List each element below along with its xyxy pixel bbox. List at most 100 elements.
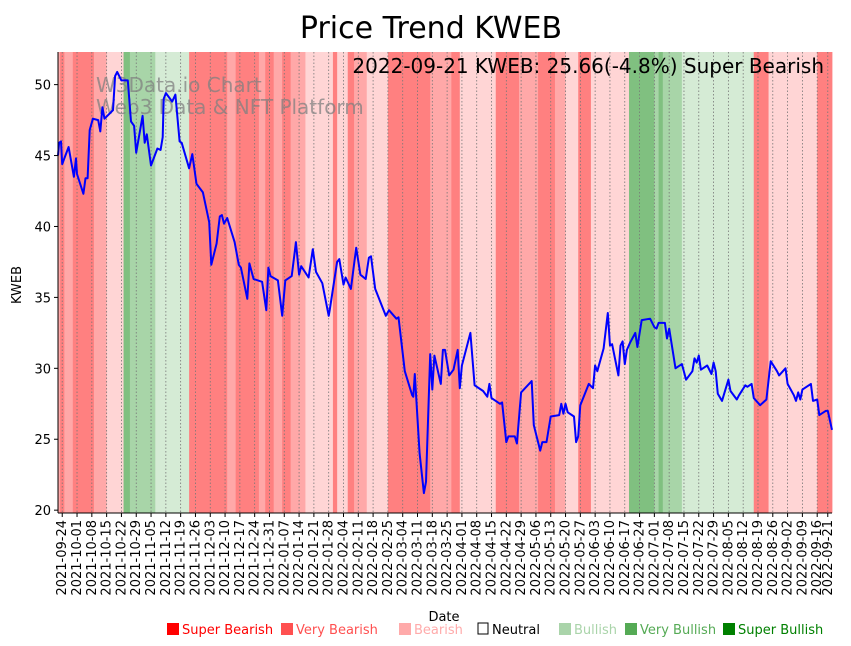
- x-tick-label: 2021-09-24: [55, 520, 70, 596]
- x-tick-label: 2022-03-25: [440, 520, 455, 596]
- sentiment-band-super-bearish: [332, 52, 338, 513]
- x-tick-label: 2021-12-03: [203, 520, 218, 596]
- y-axis-label: KWEB: [10, 266, 25, 304]
- sentiment-band-very-bullish: [654, 52, 659, 513]
- x-tick-label: 2022-05-13: [544, 520, 559, 596]
- x-tick-label: 2021-10-29: [129, 520, 144, 596]
- sentiment-band-super-bearish: [387, 52, 431, 513]
- sentiment-band-super-bearish: [60, 52, 65, 513]
- price-line: [57, 70, 833, 495]
- x-tick-label: 2022-02-18: [366, 520, 381, 596]
- legend-label: Very Bullish: [640, 623, 716, 638]
- sentiment-band-bearish: [459, 52, 497, 513]
- sentiment-band-very-bearish: [58, 52, 61, 513]
- sentiment-band-bearish: [590, 52, 630, 513]
- sentiment-band-super-bearish: [72, 52, 95, 513]
- x-tick-label: 2022-04-15: [485, 520, 500, 596]
- legend-swatch: [559, 623, 571, 635]
- y-tick-label: 50: [34, 79, 51, 94]
- x-tick-label: 2022-02-11: [351, 520, 366, 596]
- sentiment-band-super-bearish: [451, 52, 461, 513]
- legend-item-bearish: Bearish: [399, 623, 463, 638]
- x-tick-label: 2022-09-02: [781, 520, 796, 596]
- y-tick-label: 45: [34, 150, 51, 165]
- x-tick-label: 2021-12-31: [262, 520, 277, 596]
- legend-swatch: [399, 623, 411, 635]
- x-tick-label: 2022-09-21: [821, 520, 836, 596]
- sentiment-band-super-bearish: [578, 52, 592, 513]
- x-tick-label: 2021-12-10: [218, 520, 233, 596]
- sentiment-band-super-bullish: [628, 52, 655, 513]
- x-tick-label: 2021-11-19: [174, 520, 189, 596]
- legend-label: Super Bullish: [738, 623, 823, 638]
- watermark-line-1: W3Data.io Chart: [96, 73, 262, 97]
- sentiment-band-super-bearish: [817, 52, 833, 513]
- legend-swatch: [625, 623, 637, 635]
- sentiment-band-super-bearish: [189, 52, 228, 513]
- x-tick-label: 2022-08-05: [721, 520, 736, 596]
- x-tick-label: 2021-12-24: [248, 520, 263, 596]
- y-tick-label: 40: [34, 220, 51, 235]
- x-tick-label: 2021-11-26: [188, 520, 203, 596]
- sentiment-band-super-bearish: [495, 52, 520, 513]
- x-tick-label: 2021-11-12: [159, 520, 174, 596]
- y-tick-label: 30: [34, 362, 51, 377]
- sentiment-band-bullish: [681, 52, 755, 513]
- legend-item-very-bullish: Very Bullish: [625, 623, 716, 638]
- chart-title: Price Trend KWEB: [300, 11, 562, 46]
- sentiment-band-super-bullish: [123, 52, 131, 513]
- sentiment-band-bearish: [305, 52, 334, 513]
- legend-swatch: [723, 623, 735, 635]
- x-tick-label: 2022-01-14: [292, 520, 307, 596]
- x-tick-label: 2022-04-22: [499, 520, 514, 596]
- sentiment-band-super-bearish: [538, 52, 556, 513]
- legend-label: Bearish: [414, 623, 463, 638]
- legend-label: Bullish: [574, 623, 617, 638]
- y-tick-label: 25: [34, 433, 51, 448]
- x-tick-label: 2022-01-07: [277, 520, 292, 596]
- legend-item-neutral: Neutral: [477, 622, 540, 638]
- x-tick-label: 2021-10-22: [114, 520, 129, 596]
- x-tick-label: 2022-07-22: [692, 520, 707, 596]
- x-tick-label: 2022-09-09: [795, 520, 810, 596]
- x-tick-label: 2022-05-06: [529, 520, 544, 596]
- legend-swatch: [167, 623, 179, 635]
- legend-label: Very Bearish: [296, 623, 378, 638]
- sentiment-band-bullish: [155, 52, 190, 513]
- x-tick-label: 2021-11-05: [144, 520, 159, 596]
- legend-swatch: [477, 622, 489, 635]
- legend-swatch: [281, 623, 293, 635]
- watermark: W3Data.io Chart Web3 Data & NFT Platform: [96, 73, 364, 119]
- chart-annotation: 2022-09-21 KWEB: 25.66(-4.8%) Super Bear…: [352, 54, 824, 78]
- x-tick-label: 2022-08-19: [751, 520, 766, 596]
- x-tick-label: 2022-06-24: [633, 520, 648, 596]
- x-tick-label: 2022-05-20: [559, 520, 574, 596]
- y-tick-label: 20: [34, 504, 51, 519]
- axes: [57, 52, 832, 514]
- sentiment-band-very-bullish: [662, 52, 683, 513]
- x-tick-label: 2022-07-15: [677, 520, 692, 596]
- x-tick-label: 2022-04-08: [470, 520, 485, 596]
- x-tick-label: 2021-10-08: [85, 520, 100, 596]
- sentiment-band-super-bullish: [658, 52, 664, 513]
- legend-item-super-bearish: Super Bearish: [167, 623, 273, 638]
- x-tick-label: 2022-09-16: [810, 520, 825, 596]
- sentiment-band-bearish: [366, 52, 389, 513]
- sentiment-band-bearish: [565, 52, 579, 513]
- x-axis-label: Date: [428, 610, 459, 625]
- x-tick-label: 2022-07-08: [662, 520, 677, 596]
- sentiment-band-bearish: [768, 52, 818, 513]
- watermark-line-2: Web3 Data & NFT Platform: [96, 95, 364, 119]
- legend-item-super-bullish: Super Bullish: [723, 623, 823, 638]
- x-ticks: 2021-09-24 2021-10-01 2021-10-08 2021-10-15…: [55, 513, 836, 596]
- x-tick-label: 2022-06-10: [603, 520, 618, 596]
- sentiment-band-very-bearish: [354, 52, 368, 513]
- sentiment-band-super-bearish: [265, 52, 275, 513]
- legend-item-very-bearish: Very Bearish: [281, 623, 378, 638]
- sentiment-band-very-bearish: [227, 52, 237, 513]
- sentiment-band-super-bearish: [282, 52, 292, 513]
- x-tick-label: 2021-12-17: [233, 520, 248, 596]
- x-tick-label: 2022-03-11: [411, 520, 426, 596]
- x-tick-label: 2022-03-04: [396, 520, 411, 596]
